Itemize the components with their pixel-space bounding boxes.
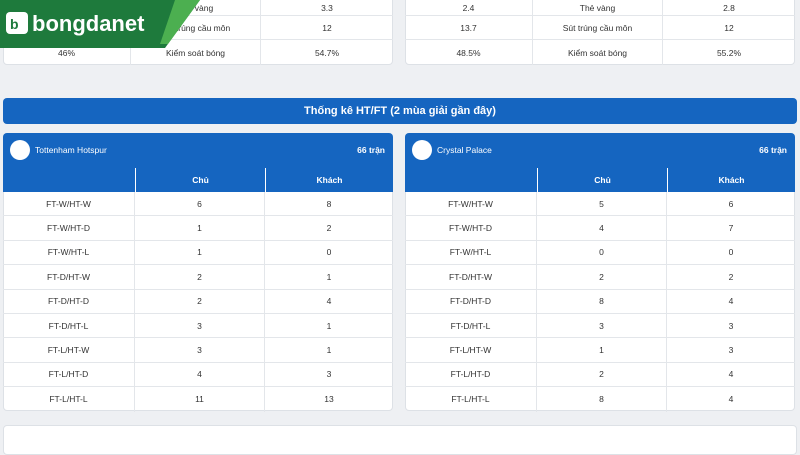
table-cell: 11 — [135, 387, 265, 412]
logo-text: bongdanet — [32, 11, 145, 36]
table-cell: FT-D/HT-L — [405, 314, 537, 339]
table-cell: 0 — [537, 240, 667, 266]
stat-cell: Thẻ vàng — [131, 0, 261, 16]
table-cell: FT-D/HT-L — [3, 314, 135, 339]
table-cell: FT-W/HT-D — [3, 216, 135, 241]
stat-cell: 3.3 — [261, 0, 393, 16]
stat-cell: 12 — [663, 16, 795, 40]
table-cell: 3 — [135, 314, 265, 339]
section-title: Thống kê HT/FT (2 mùa giải gần đây) — [3, 98, 797, 124]
table-cell: FT-W/HT-L — [3, 240, 135, 266]
table-cell: 1 — [265, 265, 393, 290]
table-cell: 1 — [135, 240, 265, 266]
team-name: Tottenham Hotspur — [35, 145, 107, 155]
stat-cell: Thẻ vàng — [533, 0, 663, 16]
table-cell: FT-D/HT-W — [3, 265, 135, 290]
table-cell: 1 — [537, 338, 667, 363]
table-cell: 4 — [135, 362, 265, 388]
next-panel — [3, 425, 797, 455]
table-cell: FT-W/HT-W — [405, 192, 537, 217]
stat-cell: Kiểm soát bóng — [131, 40, 261, 65]
team-matches: 66 trận — [759, 145, 787, 155]
stat-cell: 46% — [3, 40, 131, 65]
table-cell: FT-L/HT-D — [405, 362, 537, 388]
team-matches: 66 trận — [357, 145, 385, 155]
table-cell: 3 — [537, 314, 667, 339]
stat-cell: 55.2% — [716, 47, 742, 58]
team-header — [405, 133, 795, 168]
table-cell: 4 — [667, 363, 795, 388]
table-cell: 1 — [265, 314, 393, 339]
table-cell: 8 — [537, 387, 667, 412]
team-logo — [10, 140, 30, 160]
table-cell: 4 — [265, 290, 393, 314]
table-cell: FT-W/HT-D — [405, 216, 537, 241]
svg-text:b: b — [10, 16, 19, 32]
table-cell: FT-L/HT-W — [405, 338, 537, 363]
table-cell: 3 — [667, 338, 795, 363]
stat-cell: 54.7% — [314, 47, 340, 58]
table-cell: 0 — [265, 241, 393, 266]
stat-cell: 2.8 — [663, 0, 795, 16]
table-cell: FT-L/HT-W — [3, 338, 135, 363]
column-header-cell: Khách — [667, 168, 795, 192]
stat-cell: 13.7 — [405, 16, 533, 40]
table-cell: 2 — [265, 216, 393, 241]
stat-cell: 2.4 — [405, 0, 533, 16]
team-name: Crystal Palace — [437, 145, 492, 155]
stat-cell: 48.5% — [405, 40, 533, 65]
table-cell: 6 — [667, 192, 795, 217]
table-cell: 1 — [265, 338, 393, 363]
table-cell: FT-W/HT-L — [405, 240, 537, 266]
table-cell: 3 — [265, 363, 393, 388]
table-cell: FT-L/HT-L — [3, 387, 135, 412]
table-cell: 4 — [728, 394, 734, 405]
table-cell: 2 — [135, 289, 265, 314]
table-cell: FT-D/HT-D — [3, 289, 135, 314]
table-cell: FT-L/HT-L — [405, 387, 537, 412]
table-cell: 3 — [667, 314, 795, 339]
stat-cell: Sút trúng cầu môn — [131, 16, 261, 40]
table-cell: 2 — [667, 265, 795, 290]
stat-cell: 12 — [261, 16, 393, 40]
table-cell: 7 — [667, 216, 795, 241]
table-cell: 6 — [135, 192, 265, 217]
column-header-cell: Chủ — [537, 168, 667, 192]
table-cell: 4 — [667, 290, 795, 314]
table-cell: 5 — [537, 192, 667, 217]
logo: b bongdanet — [0, 0, 200, 48]
table-cell: FT-W/HT-W — [3, 192, 135, 217]
table-cell: 0 — [667, 241, 795, 266]
team-header — [3, 133, 393, 168]
table-cell: 2 — [135, 265, 265, 290]
table-cell: FT-D/HT-W — [405, 265, 537, 290]
stat-cell: Sút trúng cầu môn — [533, 16, 663, 40]
table-cell: 2 — [537, 265, 667, 290]
team-logo — [412, 140, 432, 160]
table-cell: 13 — [324, 394, 334, 405]
table-cell: 8 — [265, 192, 393, 217]
table-cell: 8 — [537, 289, 667, 314]
column-header-cell: Chủ — [135, 168, 265, 192]
table-cell: 4 — [537, 216, 667, 241]
column-header-cell: Khách — [265, 168, 393, 192]
column-header — [405, 168, 795, 192]
table-cell: FT-D/HT-D — [405, 289, 537, 314]
table-cell: 2 — [537, 362, 667, 388]
table-cell: 1 — [135, 216, 265, 241]
table-cell: 3 — [135, 338, 265, 363]
stat-cell: Kiểm soát bóng — [533, 40, 663, 65]
table-cell: FT-L/HT-D — [3, 362, 135, 388]
column-header — [3, 168, 393, 192]
stats-panel — [405, 0, 795, 65]
